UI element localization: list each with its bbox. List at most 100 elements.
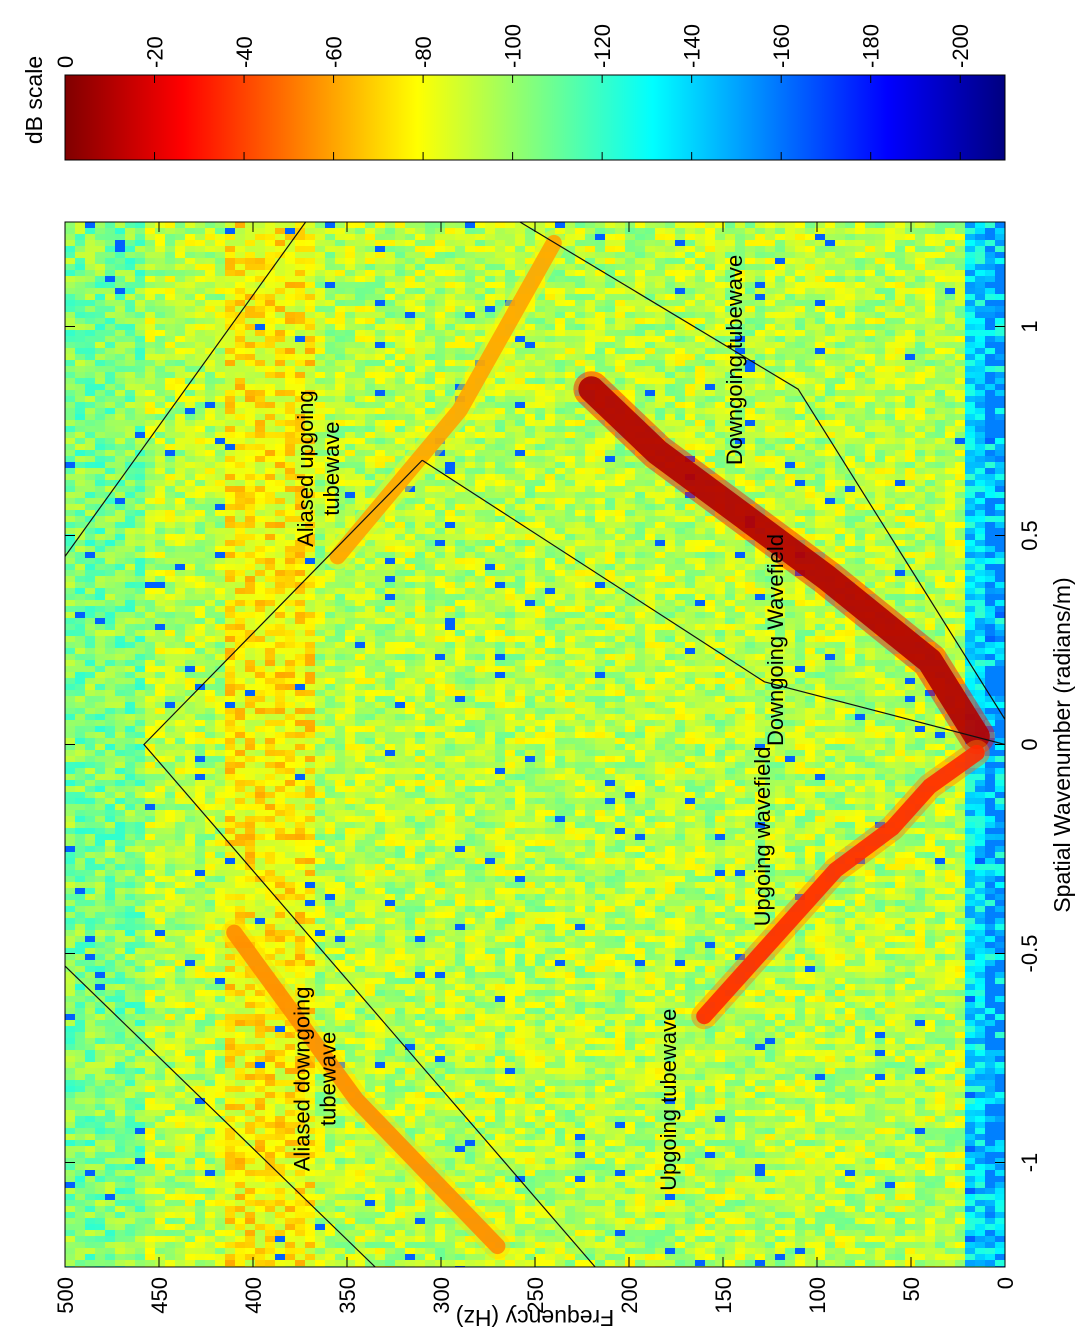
heatmap-cell (245, 642, 256, 649)
heatmap-cell (105, 1032, 116, 1039)
heatmap-cell (75, 1056, 86, 1063)
heatmap-cell (95, 702, 106, 709)
heatmap-cell (335, 516, 346, 523)
heatmap-cell (265, 672, 276, 679)
heatmap-cell (125, 642, 136, 649)
heatmap-cell (65, 660, 76, 667)
heatmap-cell (135, 600, 146, 607)
heatmap-cell (165, 276, 176, 283)
heatmap-cell (105, 966, 116, 973)
heatmap-cell (175, 756, 186, 763)
heatmap-cell (185, 444, 196, 451)
heatmap-cell (135, 852, 146, 859)
heatmap-cell (175, 510, 186, 517)
heatmap-cell (195, 1200, 206, 1207)
heatmap-cell (85, 750, 96, 757)
heatmap-cell (255, 540, 266, 547)
heatmap-cell (115, 726, 126, 733)
heatmap-cell (305, 798, 316, 805)
heatmap-cell (175, 1176, 186, 1183)
heatmap-cell (145, 420, 156, 427)
heatmap-cell (235, 762, 246, 769)
heatmap-cell (255, 546, 266, 553)
heatmap-cell (225, 234, 236, 241)
heatmap-cell (325, 240, 336, 247)
heatmap-cell (65, 1200, 76, 1207)
heatmap-cell (115, 1056, 126, 1063)
heatmap-cell (245, 732, 256, 739)
heatmap-cell (265, 576, 276, 583)
heatmap-cell (315, 342, 326, 349)
heatmap-cell (265, 840, 276, 847)
heatmap-cell (255, 378, 266, 385)
heatmap-cell (275, 1146, 286, 1153)
heatmap-cell (185, 720, 196, 727)
heatmap-cell (335, 708, 346, 715)
heatmap-cell (165, 810, 176, 817)
heatmap-cell (315, 990, 326, 997)
heatmap-cell (195, 756, 206, 763)
heatmap-cell (215, 1026, 226, 1033)
heatmap-cell (265, 756, 276, 763)
heatmap-cell (295, 624, 306, 631)
heatmap-cell (205, 1200, 216, 1207)
heatmap-cell (285, 726, 296, 733)
heatmap-cell (155, 552, 166, 559)
heatmap-cell (215, 690, 226, 697)
heatmap-cell (335, 984, 346, 991)
heatmap-cell (155, 774, 166, 781)
heatmap-cell (165, 732, 176, 739)
heatmap-cell (265, 582, 276, 589)
heatmap-cell (115, 966, 126, 973)
heatmap-cell (155, 282, 166, 289)
heatmap-cell (205, 234, 216, 241)
heatmap-cell (125, 708, 136, 715)
heatmap-cell (265, 1188, 276, 1195)
heatmap-cell (245, 624, 256, 631)
heatmap-cell (195, 270, 206, 277)
heatmap-cell (335, 768, 346, 775)
heatmap-cell (255, 294, 266, 301)
heatmap-cell (75, 276, 86, 283)
heatmap-cell (155, 444, 166, 451)
heatmap-cell (195, 612, 206, 619)
heatmap-cell (185, 396, 196, 403)
heatmap-cell (305, 840, 316, 847)
heatmap-cell (195, 396, 206, 403)
heatmap-cell (195, 474, 206, 481)
heatmap-cell (325, 522, 336, 529)
heatmap-cell (65, 876, 76, 883)
heatmap-cell (335, 402, 346, 409)
heatmap-cell (225, 1038, 236, 1045)
heatmap-cell (185, 540, 196, 547)
heatmap-cell (75, 414, 86, 421)
heatmap-cell (195, 1032, 206, 1039)
heatmap-cell (265, 660, 276, 667)
heatmap-cell (65, 930, 76, 937)
heatmap-cell (115, 612, 126, 619)
heatmap-cell (245, 1086, 256, 1093)
heatmap-cell (205, 396, 216, 403)
heatmap-cell (85, 720, 96, 727)
heatmap-cell (225, 426, 236, 433)
heatmap-cell (285, 864, 296, 871)
heatmap-cell (225, 744, 236, 751)
heatmap-cell (225, 1086, 236, 1093)
heatmap-cell (245, 228, 256, 235)
heatmap-cell (75, 648, 86, 655)
heatmap-cell (245, 618, 256, 625)
heatmap-cell (145, 990, 156, 997)
heatmap-cell (65, 372, 76, 379)
heatmap-cell (185, 432, 196, 439)
heatmap-cell (85, 936, 96, 943)
heatmap-cell (255, 810, 266, 817)
heatmap-cell (165, 1140, 176, 1147)
heatmap-cell (135, 1200, 146, 1207)
heatmap-cell (235, 384, 246, 391)
heatmap-cell (85, 594, 96, 601)
heatmap-cell (255, 1068, 266, 1075)
heatmap-cell (65, 498, 76, 505)
heatmap-cell (225, 1068, 236, 1075)
heatmap-cell (235, 1026, 246, 1033)
heatmap-cell (165, 792, 176, 799)
